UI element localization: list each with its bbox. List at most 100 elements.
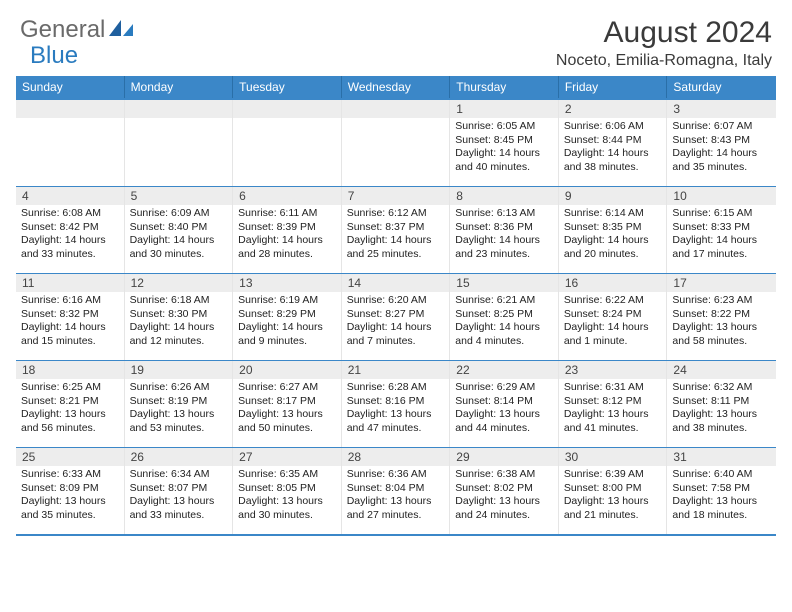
daylight-text: Daylight: 14 hours and 12 minutes. — [130, 321, 228, 348]
sunrise-text: Sunrise: 6:36 AM — [347, 468, 445, 482]
day-cell: 26Sunrise: 6:34 AMSunset: 8:07 PMDayligh… — [125, 448, 234, 534]
day-body: Sunrise: 6:21 AMSunset: 8:25 PMDaylight:… — [450, 292, 558, 353]
day-cell: 28Sunrise: 6:36 AMSunset: 8:04 PMDayligh… — [342, 448, 451, 534]
day-number: 2 — [559, 100, 667, 118]
daylight-text: Daylight: 14 hours and 25 minutes. — [347, 234, 445, 261]
day-number: 17 — [667, 274, 776, 292]
title-block: August 2024 Noceto, Emilia-Romagna, Ital… — [556, 16, 772, 70]
day-cell: 13Sunrise: 6:19 AMSunset: 8:29 PMDayligh… — [233, 274, 342, 360]
sunset-text: Sunset: 8:09 PM — [21, 482, 119, 496]
sunrise-text: Sunrise: 6:34 AM — [130, 468, 228, 482]
daylight-text: Daylight: 13 hours and 47 minutes. — [347, 408, 445, 435]
day-body: Sunrise: 6:22 AMSunset: 8:24 PMDaylight:… — [559, 292, 667, 353]
day-cell: 14Sunrise: 6:20 AMSunset: 8:27 PMDayligh… — [342, 274, 451, 360]
sunset-text: Sunset: 8:07 PM — [130, 482, 228, 496]
sunrise-text: Sunrise: 6:05 AM — [455, 120, 553, 134]
daylight-text: Daylight: 14 hours and 40 minutes. — [455, 147, 553, 174]
sunset-text: Sunset: 8:45 PM — [455, 134, 553, 148]
day-number: 8 — [450, 187, 558, 205]
day-body: Sunrise: 6:08 AMSunset: 8:42 PMDaylight:… — [16, 205, 124, 266]
day-cell: 12Sunrise: 6:18 AMSunset: 8:30 PMDayligh… — [125, 274, 234, 360]
day-body: Sunrise: 6:12 AMSunset: 8:37 PMDaylight:… — [342, 205, 450, 266]
day-cell: 9Sunrise: 6:14 AMSunset: 8:35 PMDaylight… — [559, 187, 668, 273]
day-number: 14 — [342, 274, 450, 292]
day-cell — [342, 100, 451, 186]
day-cell: 11Sunrise: 6:16 AMSunset: 8:32 PMDayligh… — [16, 274, 125, 360]
sunset-text: Sunset: 8:00 PM — [564, 482, 662, 496]
sunrise-text: Sunrise: 6:28 AM — [347, 381, 445, 395]
day-cell: 1Sunrise: 6:05 AMSunset: 8:45 PMDaylight… — [450, 100, 559, 186]
day-number: 22 — [450, 361, 558, 379]
day-cell: 18Sunrise: 6:25 AMSunset: 8:21 PMDayligh… — [16, 361, 125, 447]
day-number: 11 — [16, 274, 124, 292]
weeks-container: 1Sunrise: 6:05 AMSunset: 8:45 PMDaylight… — [16, 98, 776, 536]
day-cell: 29Sunrise: 6:38 AMSunset: 8:02 PMDayligh… — [450, 448, 559, 534]
day-number: 15 — [450, 274, 558, 292]
sunrise-text: Sunrise: 6:06 AM — [564, 120, 662, 134]
sunset-text: Sunset: 7:58 PM — [672, 482, 771, 496]
day-body: Sunrise: 6:09 AMSunset: 8:40 PMDaylight:… — [125, 205, 233, 266]
day-body — [342, 118, 450, 124]
day-body — [233, 118, 341, 124]
day-body — [125, 118, 233, 124]
day-cell: 10Sunrise: 6:15 AMSunset: 8:33 PMDayligh… — [667, 187, 776, 273]
daylight-text: Daylight: 13 hours and 58 minutes. — [672, 321, 771, 348]
calendar-week: 4Sunrise: 6:08 AMSunset: 8:42 PMDaylight… — [16, 186, 776, 273]
day-header-wednesday: Wednesday — [342, 76, 451, 98]
sunset-text: Sunset: 8:33 PM — [672, 221, 771, 235]
sunrise-text: Sunrise: 6:19 AM — [238, 294, 336, 308]
day-body: Sunrise: 6:19 AMSunset: 8:29 PMDaylight:… — [233, 292, 341, 353]
daylight-text: Daylight: 14 hours and 28 minutes. — [238, 234, 336, 261]
sunset-text: Sunset: 8:02 PM — [455, 482, 553, 496]
day-number: 10 — [667, 187, 776, 205]
daylight-text: Daylight: 13 hours and 41 minutes. — [564, 408, 662, 435]
calendar-week: 1Sunrise: 6:05 AMSunset: 8:45 PMDaylight… — [16, 100, 776, 186]
day-body: Sunrise: 6:39 AMSunset: 8:00 PMDaylight:… — [559, 466, 667, 527]
sunrise-text: Sunrise: 6:13 AM — [455, 207, 553, 221]
day-cell: 24Sunrise: 6:32 AMSunset: 8:11 PMDayligh… — [667, 361, 776, 447]
day-number: 5 — [125, 187, 233, 205]
day-header-tuesday: Tuesday — [233, 76, 342, 98]
day-number: 26 — [125, 448, 233, 466]
day-body: Sunrise: 6:25 AMSunset: 8:21 PMDaylight:… — [16, 379, 124, 440]
calendar-week: 18Sunrise: 6:25 AMSunset: 8:21 PMDayligh… — [16, 360, 776, 447]
day-number: 25 — [16, 448, 124, 466]
daylight-text: Daylight: 14 hours and 1 minute. — [564, 321, 662, 348]
daylight-text: Daylight: 13 hours and 38 minutes. — [672, 408, 771, 435]
sunset-text: Sunset: 8:05 PM — [238, 482, 336, 496]
day-number — [125, 100, 233, 118]
sunrise-text: Sunrise: 6:22 AM — [564, 294, 662, 308]
day-number: 28 — [342, 448, 450, 466]
sunrise-text: Sunrise: 6:33 AM — [21, 468, 119, 482]
sunset-text: Sunset: 8:39 PM — [238, 221, 336, 235]
sunrise-text: Sunrise: 6:32 AM — [672, 381, 771, 395]
sunset-text: Sunset: 8:35 PM — [564, 221, 662, 235]
sunset-text: Sunset: 8:29 PM — [238, 308, 336, 322]
sunset-text: Sunset: 8:04 PM — [347, 482, 445, 496]
day-body: Sunrise: 6:13 AMSunset: 8:36 PMDaylight:… — [450, 205, 558, 266]
logo-sail-icon — [109, 18, 135, 43]
day-cell — [125, 100, 234, 186]
day-body: Sunrise: 6:16 AMSunset: 8:32 PMDaylight:… — [16, 292, 124, 353]
page-header: General August 2024 Noceto, Emilia-Romag… — [0, 0, 792, 76]
sunrise-text: Sunrise: 6:14 AM — [564, 207, 662, 221]
calendar-week: 25Sunrise: 6:33 AMSunset: 8:09 PMDayligh… — [16, 447, 776, 534]
day-cell: 7Sunrise: 6:12 AMSunset: 8:37 PMDaylight… — [342, 187, 451, 273]
sunset-text: Sunset: 8:43 PM — [672, 134, 771, 148]
day-cell: 25Sunrise: 6:33 AMSunset: 8:09 PMDayligh… — [16, 448, 125, 534]
day-body: Sunrise: 6:23 AMSunset: 8:22 PMDaylight:… — [667, 292, 776, 353]
day-number — [342, 100, 450, 118]
daylight-text: Daylight: 14 hours and 17 minutes. — [672, 234, 771, 261]
sunset-text: Sunset: 8:16 PM — [347, 395, 445, 409]
sunrise-text: Sunrise: 6:25 AM — [21, 381, 119, 395]
day-header-friday: Friday — [559, 76, 668, 98]
day-cell: 27Sunrise: 6:35 AMSunset: 8:05 PMDayligh… — [233, 448, 342, 534]
sunrise-text: Sunrise: 6:09 AM — [130, 207, 228, 221]
sunset-text: Sunset: 8:21 PM — [21, 395, 119, 409]
day-cell: 4Sunrise: 6:08 AMSunset: 8:42 PMDaylight… — [16, 187, 125, 273]
day-cell — [16, 100, 125, 186]
daylight-text: Daylight: 14 hours and 38 minutes. — [564, 147, 662, 174]
day-body: Sunrise: 6:14 AMSunset: 8:35 PMDaylight:… — [559, 205, 667, 266]
sunrise-text: Sunrise: 6:08 AM — [21, 207, 119, 221]
sunrise-text: Sunrise: 6:38 AM — [455, 468, 553, 482]
